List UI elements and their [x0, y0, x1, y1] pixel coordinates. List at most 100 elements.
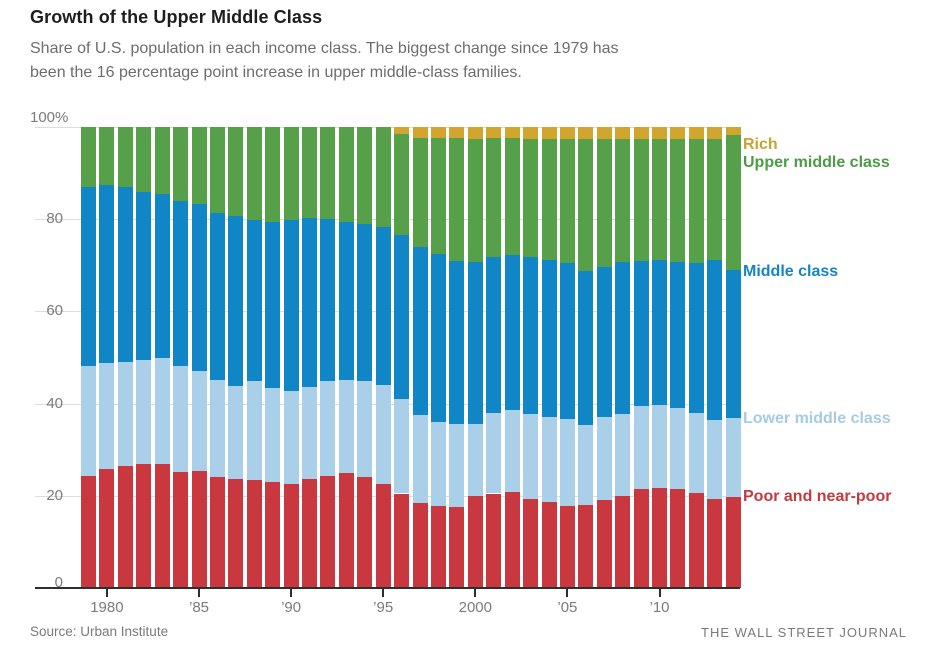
y-axis-label-60: 60	[46, 302, 63, 320]
bar-2011-rich	[670, 127, 686, 139]
bar-1985-poor-and-near-poor	[191, 470, 207, 588]
x-axis-label-1990: ’90	[281, 599, 302, 616]
bar-1994-lower-middle-class	[357, 381, 373, 477]
bar-1982-lower-middle-class	[136, 360, 152, 464]
bar-1992-middle-class	[320, 219, 336, 381]
bar-2012-rich	[688, 127, 704, 139]
x-axis-tick-2010	[658, 589, 661, 597]
bar-2003-middle-class	[523, 257, 539, 414]
x-axis-line	[35, 587, 740, 589]
bar-1996-lower-middle-class	[394, 398, 410, 494]
bar-2006-poor-and-near-poor	[578, 505, 594, 588]
bar-1980-upper-middle-class	[99, 127, 115, 186]
bar-2008-middle-class	[615, 262, 631, 414]
bar-1979-middle-class	[81, 186, 96, 366]
bar-2012-upper-middle-class	[688, 138, 704, 264]
x-axis-tick-1985	[198, 589, 200, 597]
bar-1992-lower-middle-class	[320, 381, 336, 476]
bar-2010-rich	[652, 127, 668, 139]
bar-1997-middle-class	[412, 246, 428, 416]
bar-1992-poor-and-near-poor	[320, 475, 336, 588]
bar-1983-upper-middle-class	[154, 127, 170, 195]
bar-1984-lower-middle-class	[173, 366, 189, 472]
bar-1981-poor-and-near-poor	[117, 465, 133, 588]
y-axis-label-20: 20	[46, 486, 63, 504]
bar-1998-lower-middle-class	[430, 421, 446, 506]
bar-2009-poor-and-near-poor	[633, 489, 649, 588]
y-axis-label-80: 80	[46, 210, 63, 228]
bar-1988-lower-middle-class	[246, 381, 262, 481]
chart-subtitle-line2: been the 16 percentage point increase in…	[30, 64, 522, 81]
bar-1989-upper-middle-class	[265, 127, 281, 223]
bar-1986-poor-and-near-poor	[209, 476, 225, 588]
bar-1983-lower-middle-class	[154, 357, 170, 464]
bar-1981-upper-middle-class	[117, 127, 133, 188]
bar-1981-middle-class	[117, 187, 133, 362]
bar-1988-middle-class	[246, 219, 262, 381]
bar-1999-poor-and-near-poor	[449, 506, 465, 588]
bar-1989-poor-and-near-poor	[265, 482, 281, 588]
bar-2002-poor-and-near-poor	[504, 492, 520, 588]
bar-2003-lower-middle-class	[523, 413, 539, 500]
bar-1994-upper-middle-class	[357, 127, 373, 224]
chart-subtitle-line1: Share of U.S. population in each income …	[30, 40, 619, 57]
bar-2006-upper-middle-class	[578, 138, 594, 271]
bar-2013-poor-and-near-poor	[707, 498, 723, 588]
bar-2005-upper-middle-class	[559, 138, 575, 263]
bar-1983-poor-and-near-poor	[154, 463, 170, 588]
bar-2008-upper-middle-class	[615, 138, 631, 263]
x-axis-label-2005: ’05	[557, 599, 578, 616]
bar-2013-middle-class	[707, 260, 723, 421]
bar-2005-middle-class	[559, 262, 575, 419]
bar-2005-lower-middle-class	[559, 418, 575, 506]
bar-1988-upper-middle-class	[246, 127, 262, 220]
bar-2014-rich	[725, 127, 741, 135]
bar-1991-middle-class	[302, 218, 318, 387]
bar-2007-middle-class	[596, 266, 612, 417]
bar-2009-rich	[633, 127, 649, 139]
x-axis-label-1985: ’85	[188, 599, 210, 616]
x-axis-tick-2005	[566, 589, 569, 597]
bar-2014-lower-middle-class	[725, 417, 741, 497]
bar-2009-middle-class	[633, 261, 649, 406]
source-note: Source: Urban Institute	[30, 624, 169, 639]
bar-1987-lower-middle-class	[228, 386, 244, 480]
bar-2005-poor-and-near-poor	[559, 505, 575, 588]
bar-1993-lower-middle-class	[338, 379, 354, 474]
bar-2007-upper-middle-class	[596, 138, 612, 267]
bar-2010-middle-class	[652, 259, 668, 406]
bar-1997-upper-middle-class	[412, 138, 428, 247]
bar-2014-upper-middle-class	[725, 134, 741, 271]
bar-2003-upper-middle-class	[523, 138, 539, 257]
legend-label-lower-middle-class: Lower middle class	[743, 410, 891, 427]
x-axis-tick-2000	[474, 589, 477, 597]
bar-1985-middle-class	[191, 203, 207, 371]
bar-1983-middle-class	[154, 194, 170, 358]
bar-1979-upper-middle-class	[81, 127, 96, 187]
bar-2011-upper-middle-class	[670, 138, 686, 263]
bar-2003-poor-and-near-poor	[523, 499, 539, 588]
bar-2001-rich	[486, 127, 502, 139]
bar-2002-upper-middle-class	[504, 138, 520, 256]
bar-2013-rich	[707, 127, 723, 139]
bar-1981-lower-middle-class	[117, 361, 133, 466]
bar-2002-middle-class	[504, 255, 520, 410]
bar-1990-poor-and-near-poor	[283, 484, 299, 588]
bar-2004-upper-middle-class	[541, 138, 557, 260]
bar-2010-lower-middle-class	[652, 405, 668, 489]
bar-1982-middle-class	[136, 192, 152, 361]
bar-2007-poor-and-near-poor	[596, 499, 612, 588]
legend-label-upper-middle-class: Upper middle class	[743, 154, 890, 171]
bar-1996-middle-class	[394, 235, 410, 399]
legend-label-rich: Rich	[743, 136, 778, 153]
bar-1980-lower-middle-class	[99, 363, 115, 470]
bar-1994-poor-and-near-poor	[357, 476, 373, 588]
bar-2012-poor-and-near-poor	[688, 493, 704, 588]
bar-1979-poor-and-near-poor	[81, 475, 96, 588]
bar-2004-rich	[541, 127, 557, 139]
bar-2010-upper-middle-class	[652, 138, 668, 260]
bar-2002-lower-middle-class	[504, 409, 520, 493]
bar-1980-poor-and-near-poor	[99, 469, 115, 588]
bar-1993-middle-class	[338, 221, 354, 380]
